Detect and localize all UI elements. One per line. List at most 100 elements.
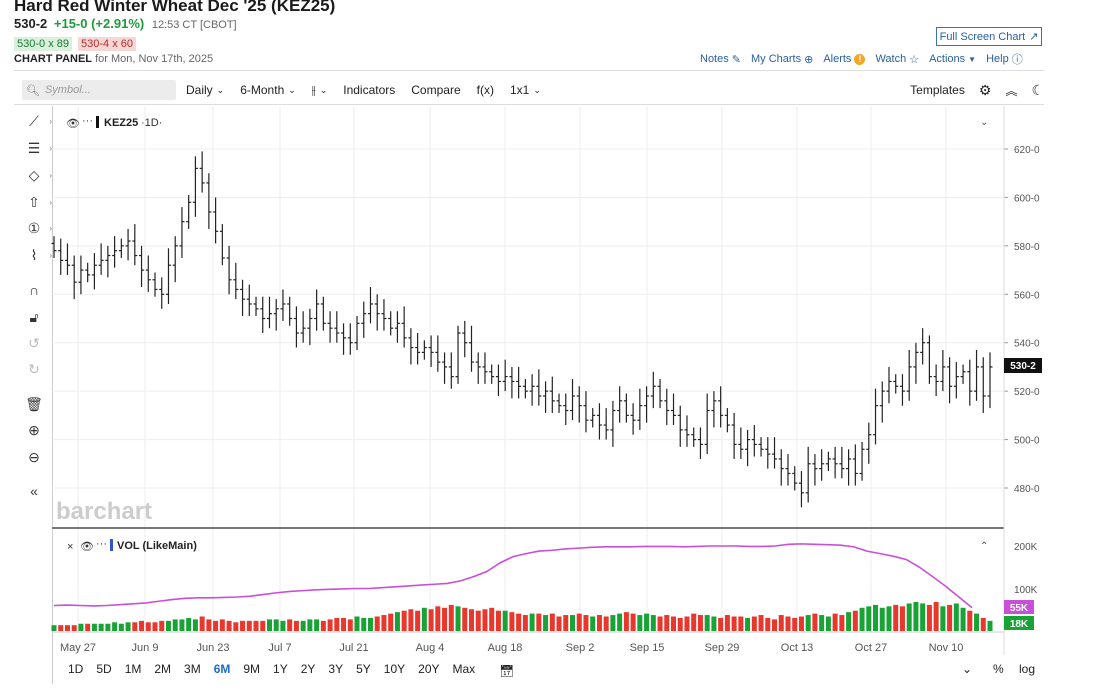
range-1m[interactable]: 1M bbox=[124, 662, 142, 676]
my-charts-link[interactable]: My Charts ⊕ bbox=[751, 53, 813, 66]
more-icon[interactable]: ··· bbox=[96, 538, 107, 550]
ohlc-bar bbox=[320, 296, 326, 331]
compare-button[interactable]: Compare bbox=[411, 83, 461, 97]
volume-bar bbox=[482, 609, 488, 631]
chevron-up-icon[interactable]: ⌃ bbox=[980, 541, 988, 552]
symbol-search-input[interactable]: 🔍︎ Symbol... bbox=[22, 80, 176, 100]
range-3m[interactable]: 3M bbox=[184, 662, 201, 676]
barchart-watermark: barchart bbox=[56, 498, 152, 525]
layout-dropdown[interactable]: 1x1 ⌄ bbox=[510, 83, 541, 97]
range-2m[interactable]: 2M bbox=[154, 662, 172, 676]
ohlc-bar bbox=[576, 386, 582, 423]
ohlc-bar bbox=[805, 446, 811, 503]
percent-toggle[interactable]: % bbox=[993, 662, 1004, 676]
volume-bar bbox=[805, 615, 811, 631]
close-icon[interactable]: × bbox=[67, 541, 73, 553]
shape-tool-icon[interactable]: ◇ › bbox=[28, 166, 52, 183]
watch-link[interactable]: Watch ☆ bbox=[875, 53, 919, 66]
ohlc-bar bbox=[731, 412, 737, 459]
volume-bar bbox=[677, 617, 683, 631]
volume-bar bbox=[273, 619, 279, 631]
volume-bar bbox=[327, 619, 333, 631]
interval-dropdown[interactable]: Daily ⌄ bbox=[186, 83, 224, 97]
ohlc-bar bbox=[361, 301, 367, 338]
actions-menu[interactable]: Actions ▼ bbox=[929, 53, 976, 65]
main-pane-label: 👁︎ ··· KEZ25 ·1D· ⌄ bbox=[66, 115, 988, 130]
redo-icon[interactable]: ↻ bbox=[28, 360, 40, 377]
zoom-out-icon[interactable]: ⊖ bbox=[28, 448, 40, 465]
ohlc-bar bbox=[947, 357, 953, 404]
undo-icon[interactable]: ↺ bbox=[28, 334, 40, 351]
collapse-tools-icon[interactable]: « bbox=[30, 483, 38, 499]
ohlc-bar bbox=[415, 333, 421, 365]
volume-bar bbox=[448, 604, 454, 631]
alerts-link[interactable]: Alerts! bbox=[823, 53, 866, 65]
range-5y[interactable]: 5Y bbox=[356, 662, 371, 676]
help-link[interactable]: Help ⓘ bbox=[986, 51, 1023, 67]
fib-tool-icon[interactable]: ☰ › bbox=[27, 139, 52, 156]
chevron-down-icon: ⌄ bbox=[533, 84, 541, 95]
range-1d[interactable]: 1D bbox=[68, 662, 84, 676]
volume-bar bbox=[347, 619, 353, 631]
chart-toolbar: 🔍︎ Symbol... Daily ⌄ 6-Month ⌄ ⫲ ⌄ Indicator… bbox=[22, 78, 1044, 102]
fx-button[interactable]: f(x) bbox=[476, 83, 494, 97]
volume-bar bbox=[442, 607, 448, 631]
range-20y[interactable]: 20Y bbox=[418, 662, 440, 676]
zoom-in-icon[interactable]: ⊕ bbox=[28, 421, 40, 438]
chart-type-dropdown[interactable]: ⫲ ⌄ bbox=[312, 83, 327, 98]
ohlc-bar bbox=[563, 393, 569, 426]
volume-pane-label: × 👁︎ ··· VOL (LikeMain) ⌃ bbox=[67, 538, 988, 553]
templates-button[interactable]: Templates bbox=[910, 83, 965, 97]
volume-bar bbox=[219, 619, 225, 631]
trash-icon[interactable]: 🗑︎ bbox=[25, 395, 43, 412]
dark-mode-icon[interactable]: ☾ bbox=[1031, 81, 1044, 98]
range-2y[interactable]: 2Y bbox=[300, 662, 316, 676]
line-tool-icon[interactable]: ⟋ › bbox=[29, 112, 52, 129]
ohlc-bar bbox=[152, 272, 158, 297]
magnet-icon[interactable]: ∩ bbox=[28, 282, 40, 298]
log-toggle[interactable]: log bbox=[1019, 662, 1036, 676]
range-dropdown[interactable]: 6-Month ⌄ bbox=[240, 83, 296, 97]
notes-link[interactable]: Notes ✎ bbox=[700, 53, 741, 66]
volume-bar bbox=[758, 615, 764, 631]
full-screen-chart-button[interactable]: Full Screen Chart ↗ bbox=[936, 27, 1042, 46]
range-10y[interactable]: 10Y bbox=[383, 662, 406, 676]
volume-tick-label: 200K bbox=[1014, 542, 1038, 553]
star-icon: ☆ bbox=[909, 53, 920, 66]
ohlc-bar bbox=[489, 364, 495, 384]
x-tick-label: Oct 27 bbox=[855, 642, 887, 654]
volume-bar bbox=[543, 615, 549, 631]
chevron-down-icon[interactable]: ⌄ bbox=[980, 117, 988, 128]
ohlc-bar bbox=[664, 388, 670, 426]
last-price: 530-2 bbox=[14, 16, 48, 31]
range-6m[interactable]: 6M bbox=[213, 662, 231, 676]
volume-bar bbox=[556, 616, 562, 631]
range-max[interactable]: Max bbox=[452, 662, 476, 676]
volume-bar bbox=[704, 615, 710, 631]
volume-bar bbox=[341, 617, 347, 631]
chevron-down-icon: ⌄ bbox=[319, 84, 328, 95]
pattern-tool-icon[interactable]: ⌇ › bbox=[30, 246, 52, 263]
arrow-tool-icon[interactable]: ⇧ › bbox=[28, 193, 52, 210]
collapse-icon[interactable]: ︽ bbox=[1005, 83, 1018, 98]
range-1y[interactable]: 1Y bbox=[273, 662, 288, 676]
volume-bar bbox=[320, 620, 326, 631]
gear-icon[interactable]: ⚙ bbox=[978, 81, 992, 98]
range-5d[interactable]: 5D bbox=[96, 662, 112, 676]
ohlc-bar bbox=[159, 277, 165, 309]
range-3y[interactable]: 3Y bbox=[328, 662, 344, 676]
indicators-button[interactable]: Indicators bbox=[343, 83, 396, 97]
eye-icon[interactable]: 👁︎ bbox=[80, 541, 94, 553]
range-9m[interactable]: 9M bbox=[243, 662, 261, 676]
ohlc-bar bbox=[549, 376, 555, 413]
annotation-tool-icon[interactable]: ① › bbox=[27, 219, 52, 236]
ohlc-bar bbox=[408, 328, 414, 365]
ohlc-bar bbox=[253, 296, 259, 317]
more-icon[interactable]: ··· bbox=[82, 115, 93, 127]
lock-icon[interactable]: 🔓︎ bbox=[29, 308, 39, 325]
series-color-swatch bbox=[96, 116, 99, 128]
calendar-icon[interactable]: 📅︎ bbox=[499, 664, 515, 678]
x-tick-label: Jul 7 bbox=[268, 642, 291, 654]
eye-icon[interactable]: 👁︎ bbox=[66, 118, 80, 130]
chevron-down-icon[interactable]: ⌄ bbox=[962, 662, 973, 676]
